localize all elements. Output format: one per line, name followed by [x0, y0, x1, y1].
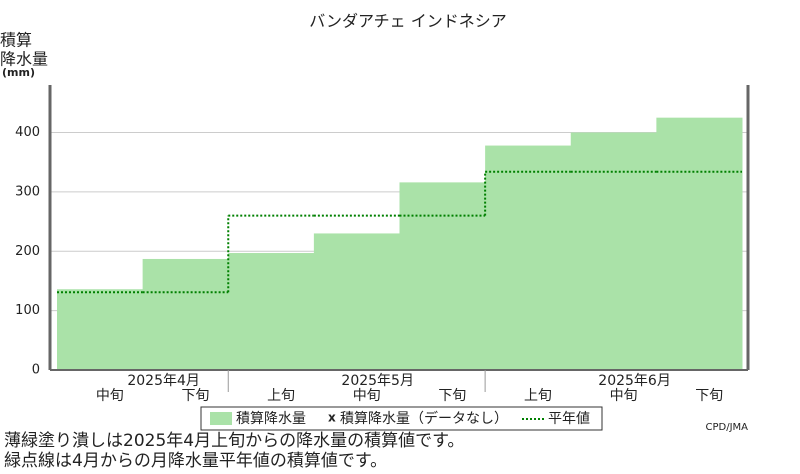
area-step — [570, 132, 657, 370]
x-tick-label: 上旬 — [524, 388, 552, 404]
x-tick-label: 中旬 — [96, 388, 124, 404]
x-tick-label: 下旬 — [181, 388, 209, 404]
legend-label: 積算降水量（データなし） — [340, 410, 508, 427]
y-tick-label: 0 — [32, 363, 40, 378]
y-axis-label: 積算 — [0, 31, 32, 50]
legend-marker: x — [328, 411, 336, 425]
x-tick-label: 中旬 — [353, 388, 381, 404]
area-step — [485, 145, 572, 370]
legend-box — [200, 406, 603, 431]
legend-label: 平年値 — [548, 411, 590, 427]
area-step — [228, 253, 315, 370]
credit: CPD/JMA — [706, 422, 749, 433]
area-step — [142, 258, 229, 370]
x-tick-label: 中旬 — [610, 388, 638, 404]
legend-swatch — [210, 412, 232, 425]
x-tick-label: 下旬 — [695, 388, 723, 404]
y-tick-label: 400 — [15, 125, 40, 140]
area-step — [399, 182, 486, 370]
legend-label: 積算降水量 — [236, 411, 306, 427]
chart-title: バンダアチェ インドネシア — [309, 12, 507, 31]
y-axis-label: (mm) — [2, 66, 35, 79]
note: 薄緑塗り潰しは2025年4月上旬からの降水量の積算値です。 — [4, 430, 464, 451]
area-step — [313, 233, 400, 370]
x-tick-label: 下旬 — [438, 388, 466, 404]
month-label: 2025年6月 — [598, 373, 671, 389]
month-label: 2025年4月 — [127, 373, 200, 389]
y-tick-label: 300 — [15, 184, 40, 199]
note: 緑点線は4月からの月降水量平年値の積算値です。 — [4, 451, 387, 470]
area-step — [57, 289, 144, 370]
y-tick-label: 200 — [15, 244, 40, 259]
month-label: 2025年5月 — [341, 373, 414, 389]
area-step — [656, 117, 743, 370]
y-axis-label: 降水量 — [0, 50, 48, 69]
y-tick-label: 100 — [15, 303, 40, 318]
x-tick-label: 上旬 — [267, 388, 295, 404]
